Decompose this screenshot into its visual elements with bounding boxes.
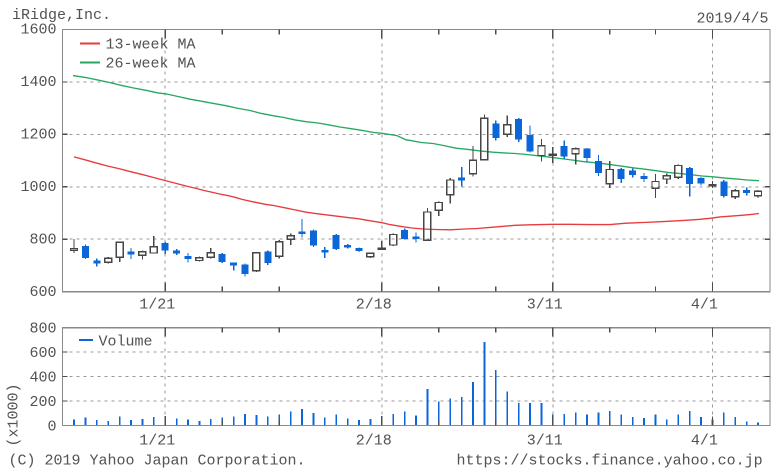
svg-text:800: 800 [29, 321, 56, 338]
svg-text:13-week MA: 13-week MA [106, 37, 196, 54]
svg-text:600: 600 [29, 345, 56, 362]
svg-text:3/11: 3/11 [527, 297, 563, 314]
svg-text:1600: 1600 [20, 22, 56, 39]
svg-text:800: 800 [29, 232, 56, 249]
svg-text:(C) 2019 Yahoo Japan Corporati: (C) 2019 Yahoo Japan Corporation. [9, 453, 306, 470]
svg-text:1400: 1400 [20, 74, 56, 91]
svg-text:https://stocks.finance.yahoo.c: https://stocks.finance.yahoo.co.jp [457, 453, 763, 470]
svg-text:2/18: 2/18 [356, 297, 392, 314]
svg-text:600: 600 [29, 284, 56, 301]
svg-text:4/1: 4/1 [691, 433, 718, 450]
svg-text:3/11: 3/11 [527, 433, 563, 450]
svg-text:1/21: 1/21 [139, 297, 175, 314]
svg-text:4/1: 4/1 [691, 297, 718, 314]
svg-text:2019/4/5: 2019/4/5 [696, 11, 768, 28]
svg-text:2/18: 2/18 [356, 433, 392, 450]
svg-text:400: 400 [29, 370, 56, 387]
svg-text:200: 200 [29, 394, 56, 411]
svg-text:1/21: 1/21 [139, 433, 175, 450]
svg-text:iRidge,Inc.: iRidge,Inc. [12, 7, 111, 24]
svg-text:26-week MA: 26-week MA [106, 56, 196, 73]
svg-text:1000: 1000 [20, 179, 56, 196]
svg-text:Volume: Volume [99, 334, 153, 351]
svg-text:1200: 1200 [20, 127, 56, 144]
svg-text:(x1000): (x1000) [6, 383, 23, 446]
svg-text:0: 0 [47, 419, 56, 436]
